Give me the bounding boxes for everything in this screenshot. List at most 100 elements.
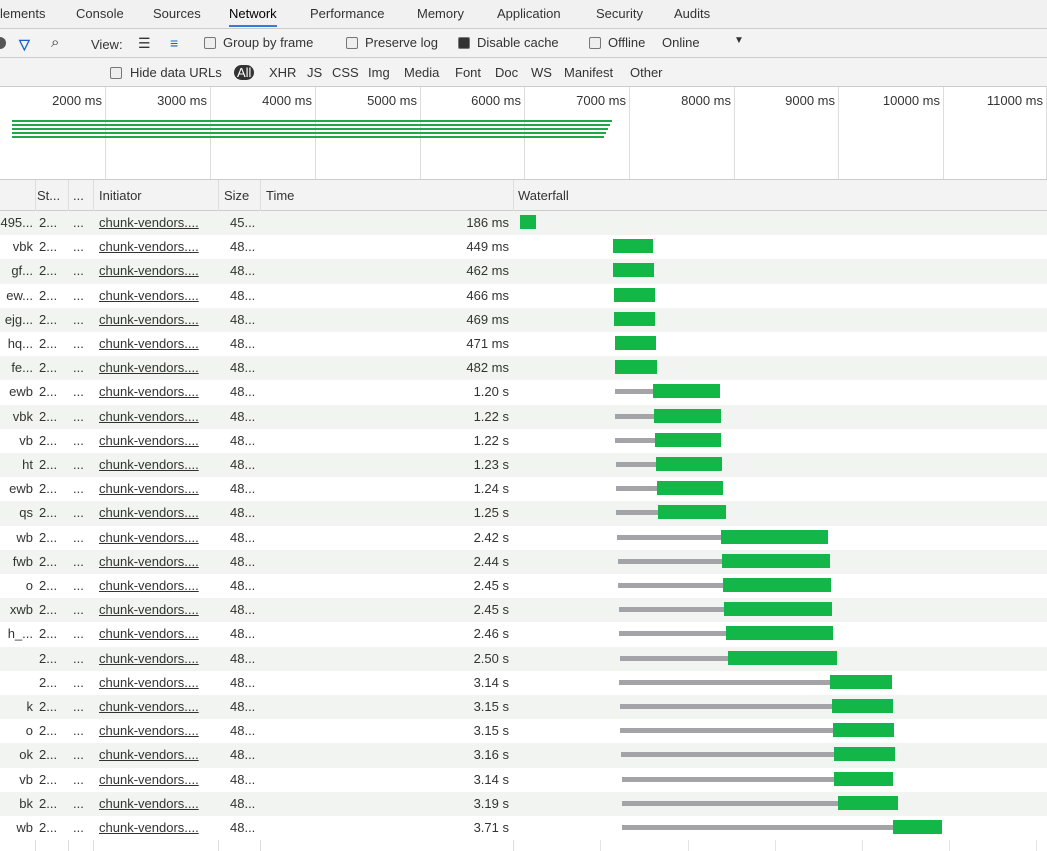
row-background[interactable] <box>0 307 1047 332</box>
checkbox[interactable] <box>589 37 601 49</box>
request-name[interactable]: vbk <box>12 408 33 424</box>
request-name[interactable]: ht <box>22 457 33 472</box>
search-icon[interactable]: ⌕ <box>51 34 60 51</box>
tab[interactable]: Console <box>76 6 124 21</box>
filter-type[interactable]: Font <box>455 65 482 80</box>
initiator-link[interactable]: chunk-vendors.... <box>99 408 199 424</box>
initiator-link[interactable]: chunk-vendors.... <box>99 360 199 376</box>
checkbox[interactable] <box>346 37 358 49</box>
request-name[interactable]: ejg... <box>4 311 33 327</box>
column-header[interactable]: Waterfall <box>518 188 569 203</box>
request-name[interactable]: xwb <box>9 602 33 618</box>
checkbox[interactable] <box>110 67 122 79</box>
request-name[interactable]: ewb <box>9 384 33 400</box>
record-button[interactable] <box>0 37 6 49</box>
request-name[interactable]: wb <box>16 820 33 835</box>
initiator-link[interactable]: chunk-vendors.... <box>99 723 199 739</box>
checkbox[interactable] <box>204 37 216 49</box>
request-name[interactable]: o <box>25 578 33 593</box>
row-background[interactable] <box>0 380 1047 405</box>
initiator-link[interactable]: chunk-vendors.... <box>99 771 199 787</box>
request-name[interactable]: qs <box>19 505 33 521</box>
initiator-link[interactable]: chunk-vendors.... <box>99 795 199 811</box>
row-background[interactable] <box>0 356 1047 381</box>
checkbox-label[interactable]: Offline <box>608 35 646 50</box>
initiator-link[interactable]: chunk-vendors.... <box>99 287 199 303</box>
initiator-link[interactable]: chunk-vendors.... <box>99 239 199 255</box>
checkbox-label[interactable]: Group by frame <box>223 35 314 50</box>
initiator-link[interactable]: chunk-vendors.... <box>99 311 199 327</box>
checkbox[interactable] <box>458 37 470 49</box>
initiator-link[interactable]: chunk-vendors.... <box>99 820 199 835</box>
filter-type[interactable]: XHR <box>269 65 297 80</box>
filter-type[interactable]: WS <box>531 65 552 80</box>
checkbox-label[interactable]: Hide data URLs <box>130 65 222 80</box>
row-background[interactable] <box>0 598 1047 623</box>
request-name[interactable]: h_... <box>7 626 33 642</box>
row-background[interactable] <box>0 622 1047 647</box>
row-background[interactable] <box>0 332 1047 357</box>
checkbox-label[interactable]: Preserve log <box>365 35 438 50</box>
throttle-select[interactable]: Online <box>662 35 700 50</box>
row-background[interactable] <box>0 525 1047 550</box>
initiator-link[interactable]: chunk-vendors.... <box>99 674 199 690</box>
list-view-icon[interactable]: ☰ <box>138 35 151 51</box>
row-background[interactable] <box>0 646 1047 671</box>
initiator-link[interactable]: chunk-vendors.... <box>99 747 199 763</box>
initiator-link[interactable]: chunk-vendors.... <box>99 626 199 642</box>
tab[interactable]: Application <box>497 6 561 21</box>
checkbox-label[interactable]: Disable cache <box>477 35 559 50</box>
row-background[interactable] <box>0 259 1047 284</box>
request-name[interactable]: fe... <box>11 360 33 376</box>
initiator-link[interactable]: chunk-vendors.... <box>99 699 199 714</box>
initiator-link[interactable]: chunk-vendors.... <box>99 384 199 400</box>
request-name[interactable]: fwb <box>12 553 33 569</box>
initiator-link[interactable]: chunk-vendors.... <box>99 215 199 230</box>
request-name[interactable]: k <box>26 699 34 714</box>
row-background[interactable] <box>0 501 1047 526</box>
filter-type[interactable]: Img <box>368 65 390 80</box>
tab[interactable]: lements <box>0 6 46 21</box>
dropdown-arrow[interactable]: ▼ <box>734 35 744 46</box>
request-name[interactable]: vbk <box>12 239 33 255</box>
request-name[interactable]: hq... <box>7 336 33 351</box>
row-background[interactable] <box>0 549 1047 574</box>
tab[interactable]: Memory <box>417 6 464 21</box>
initiator-link[interactable]: chunk-vendors.... <box>99 602 199 618</box>
column-header[interactable]: Size <box>224 188 250 203</box>
row-background[interactable] <box>0 428 1047 453</box>
initiator-link[interactable]: chunk-vendors.... <box>99 457 199 472</box>
initiator-link[interactable]: chunk-vendors.... <box>99 650 199 666</box>
waterfall-view-icon[interactable]: ≡ <box>170 35 179 51</box>
request-name[interactable]: wb <box>16 529 33 545</box>
request-name[interactable]: ew... <box>6 287 33 303</box>
initiator-link[interactable]: chunk-vendors.... <box>99 263 199 279</box>
filter-type[interactable]: CSS <box>332 65 359 80</box>
row-background[interactable] <box>0 453 1047 478</box>
request-name[interactable]: vb <box>19 771 33 787</box>
request-name[interactable]: 495... <box>0 215 33 230</box>
request-name[interactable]: vb <box>19 432 33 448</box>
initiator-link[interactable]: chunk-vendors.... <box>99 505 199 521</box>
tab[interactable]: Security <box>596 6 643 21</box>
filter-type[interactable]: JS <box>307 65 323 80</box>
tab[interactable]: Sources <box>153 6 201 21</box>
filter-type[interactable]: Doc <box>495 65 519 80</box>
filter-type[interactable]: All <box>234 65 255 80</box>
tab[interactable]: Audits <box>674 6 711 21</box>
request-name[interactable]: o <box>25 723 33 739</box>
initiator-link[interactable]: chunk-vendors.... <box>99 432 199 448</box>
row-background[interactable] <box>0 404 1047 429</box>
request-name[interactable]: gf... <box>11 263 33 279</box>
row-background[interactable] <box>0 235 1047 260</box>
initiator-link[interactable]: chunk-vendors.... <box>99 481 199 497</box>
column-header[interactable]: Initiator <box>99 188 142 203</box>
tab[interactable]: Network <box>229 6 277 27</box>
initiator-link[interactable]: chunk-vendors.... <box>99 553 199 569</box>
filter-type[interactable]: Other <box>630 65 663 80</box>
filter-icon[interactable]: ▽ <box>19 36 30 52</box>
row-background[interactable] <box>0 477 1047 502</box>
filter-type[interactable]: Media <box>404 65 440 80</box>
request-name[interactable]: ewb <box>9 481 33 497</box>
filter-type[interactable]: Manifest <box>564 65 614 80</box>
